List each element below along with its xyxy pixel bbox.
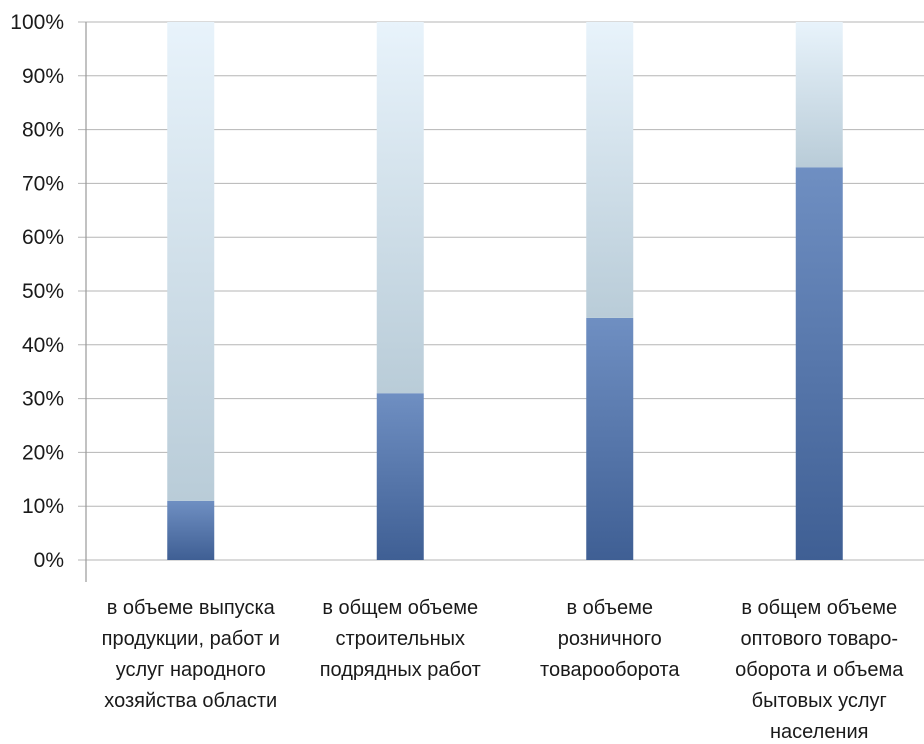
y-tick-label: 50% [22,280,64,303]
bar-segment [586,317,634,560]
bars [167,22,843,560]
bar-segment [167,500,215,560]
gridlines [78,21,924,561]
y-tick-label: 0% [34,549,64,572]
y-tick-label: 40% [22,334,64,357]
y-tick-label: 80% [22,119,64,142]
y-tick-label: 70% [22,172,64,195]
y-tick-label: 10% [22,495,64,518]
y-tick-labels: 0% 10% 20% 30% 40% 50% 60% 70% 80% 90% 100% [10,11,64,572]
category-label: в объеме розничного товарооборота [540,597,680,681]
y-tick-label: 60% [22,226,64,249]
bar-segment [167,22,215,501]
y-tick-label: 100% [10,11,64,34]
bar-segment [586,22,634,318]
y-tick-label: 90% [22,65,64,88]
category-label: в общем объеме оптового товаро-оборота и … [735,597,904,743]
category-labels: в объеме выпуска продукции, работ и услуг … [102,597,905,743]
bar-segment [376,22,424,394]
y-tick-label: 30% [22,388,64,411]
bar-segment [795,22,843,168]
y-tick-label: 20% [22,441,64,464]
category-label: в общем объеме строительных подрядных рабо… [320,597,481,681]
category-label: в объеме выпуска продукции, работ и услуг … [102,597,280,712]
bar-segment [795,167,843,560]
bar-segment [376,393,424,560]
